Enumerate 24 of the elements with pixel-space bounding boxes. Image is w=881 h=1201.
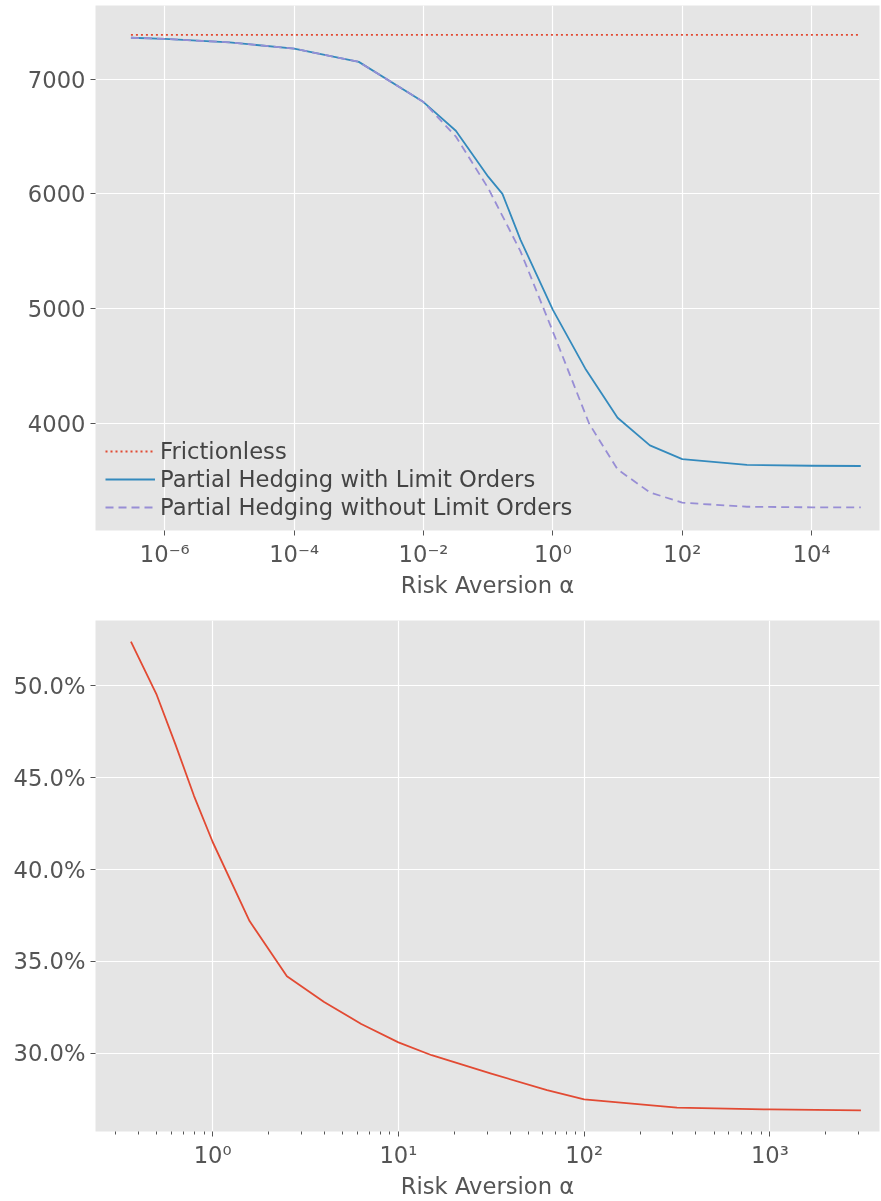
y-tick-label: 35.0% — [13, 948, 86, 975]
legend-label: Partial Hedging without Limit Orders — [160, 494, 573, 520]
legend-label: Partial Hedging with Limit Orders — [160, 466, 536, 492]
x-tick-label: 10⁻⁶ — [139, 540, 190, 567]
x-tick-label: 10⁻² — [398, 540, 449, 567]
y-tick-label: 40.0% — [13, 856, 86, 883]
x-tick-label: 10⁻⁴ — [269, 540, 320, 567]
y-tick-label: 30.0% — [13, 1040, 86, 1067]
x-tick-label: 10³ — [750, 1141, 789, 1168]
y-tick-label: 5000 — [27, 296, 86, 323]
legend-label: Frictionless — [160, 438, 287, 464]
x-axis-title: Risk Aversion α — [400, 571, 575, 598]
y-tick-label: 45.0% — [13, 764, 86, 791]
y-tick-label: 4000 — [27, 411, 86, 437]
y-tick-label: 50.0% — [13, 672, 86, 699]
y-tick-label: 7000 — [27, 66, 86, 93]
x-tick-label: 10⁰ — [533, 540, 572, 567]
y-tick-label: 6000 — [27, 181, 86, 208]
x-tick-label: 10² — [663, 540, 702, 567]
x-tick-label: 10⁰ — [193, 1141, 232, 1168]
x-tick-label: 10⁴ — [792, 540, 831, 567]
x-tick-label: 10² — [565, 1141, 604, 1168]
x-axis-title: Risk Aversion α — [400, 1172, 575, 1199]
x-tick-label: 10¹ — [379, 1141, 418, 1168]
